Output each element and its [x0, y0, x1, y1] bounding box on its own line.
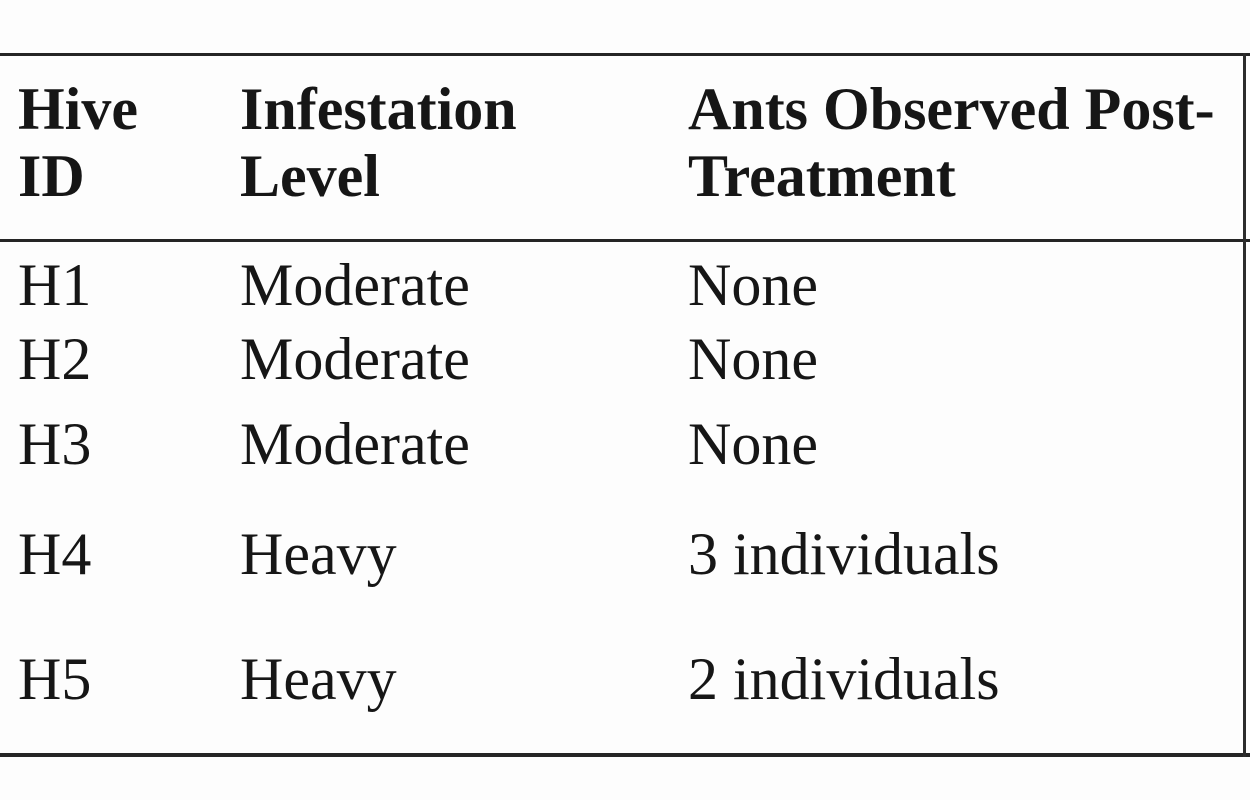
table-row: H4 Heavy 3 individuals — [0, 511, 1250, 636]
table-row: H5 Heavy 2 individuals — [0, 636, 1250, 757]
cell-ants-observed: 2 individuals — [688, 646, 1000, 712]
cell-ants-observed: None — [688, 411, 818, 477]
column-header-hive-id: Hive ID — [18, 76, 138, 209]
cell-infestation-level: Heavy — [240, 521, 397, 587]
column-header-ants-observed: Ants Observed Post-Treatment — [688, 76, 1215, 209]
hive-treatment-table: Hive ID Infestation Level Ants Observed … — [0, 53, 1250, 757]
cell-hive-id: H4 — [18, 521, 92, 587]
cell-hive-id: H1 — [18, 252, 92, 316]
table-header-row: Hive ID Infestation Level Ants Observed … — [0, 53, 1250, 242]
cell-infestation-level: Moderate — [240, 326, 470, 392]
cell-ants-observed: None — [688, 252, 818, 316]
cell-ants-observed: None — [688, 326, 818, 392]
cell-hive-id: H2 — [18, 326, 92, 392]
cell-hive-id: H3 — [18, 411, 92, 477]
cell-infestation-level: Moderate — [240, 252, 470, 316]
table-row: H2 Moderate None — [0, 316, 1250, 401]
table-row: H3 Moderate None — [0, 401, 1250, 511]
cell-infestation-level: Moderate — [240, 411, 470, 477]
cell-infestation-level: Heavy — [240, 646, 397, 712]
table-right-border — [1243, 53, 1246, 757]
table-row: H1 Moderate None — [0, 242, 1250, 316]
cell-ants-observed: 3 individuals — [688, 521, 1000, 587]
cell-hive-id: H5 — [18, 646, 92, 712]
column-header-infestation-level: Infestation Level — [240, 76, 517, 209]
